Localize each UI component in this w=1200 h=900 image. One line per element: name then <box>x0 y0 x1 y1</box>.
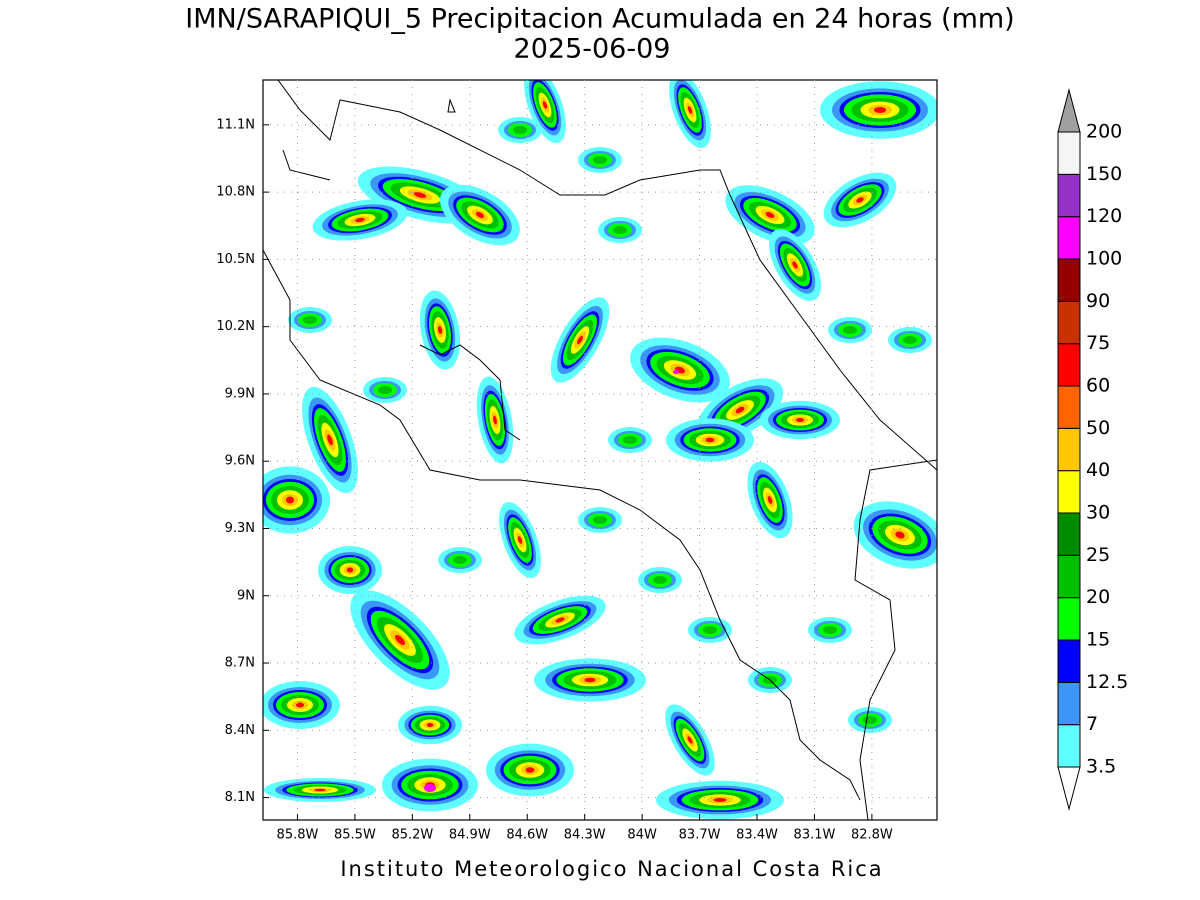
axes: 85.8W 85.5W 85.2W 84.9W 84.6W 84.3W 84W 83.7W 83… <box>216 80 937 843</box>
colorbar: 3.5 7 12.5 15 20 25 30 40 50 60 75 90 100 120 150 200 <box>1057 88 1128 811</box>
colorbar-label: 120 <box>1086 205 1122 227</box>
colorbar-box <box>1057 343 1081 387</box>
colorbar-label: 40 <box>1086 459 1110 481</box>
colorbar-label: 50 <box>1086 417 1110 439</box>
colorbar-label: 12.5 <box>1086 671 1128 693</box>
x-tick-label: 85.2W <box>391 828 433 843</box>
y-tick-label: 9.3N <box>225 521 255 536</box>
colorbar-label: 15 <box>1086 629 1110 651</box>
x-tick-label: 85.5W <box>334 828 376 843</box>
colorbar-under <box>1057 766 1081 811</box>
colorbar-box <box>1057 724 1081 768</box>
colorbar-box <box>1057 470 1081 514</box>
colorbar-box <box>1057 300 1081 345</box>
colorbar-box <box>1057 385 1081 429</box>
colorbar-box <box>1057 173 1081 218</box>
map-frame <box>262 79 938 821</box>
x-tick-label: 83.1W <box>794 828 836 843</box>
x-tick-label: 85.8W <box>277 828 319 843</box>
colorbar-box <box>1057 681 1081 726</box>
x-tick-label: 83.7W <box>679 828 721 843</box>
colorbar-label: 150 <box>1086 163 1122 185</box>
y-tick-label: 9N <box>237 588 255 603</box>
colorbar-box <box>1057 258 1081 302</box>
colorbar-label: 90 <box>1086 290 1110 312</box>
subtitle: 2025-06-09 <box>514 34 671 65</box>
y-tick-label: 8.7N <box>225 656 255 671</box>
x-tick-label: 84.6W <box>506 828 548 843</box>
colorbar-box <box>1057 216 1081 260</box>
y-tick-label: 11.1N <box>216 117 255 132</box>
x-tick-label: 84.3W <box>564 828 606 843</box>
colorbar-box <box>1057 597 1081 641</box>
colorbar-box <box>1057 512 1081 556</box>
x-tick-label: 84.9W <box>449 828 491 843</box>
colorbar-label: 30 <box>1086 502 1110 524</box>
footer: Instituto Meteorologico Nacional Costa R… <box>340 857 883 881</box>
colorbar-label: 60 <box>1086 375 1110 397</box>
colorbar-label: 25 <box>1086 544 1110 566</box>
colorbar-over <box>1057 88 1081 133</box>
x-tick-label: 84W <box>627 828 657 843</box>
y-tick-label: 10.8N <box>216 185 255 200</box>
precipitation-field <box>263 80 937 820</box>
y-tick-label: 9.6N <box>225 454 255 469</box>
colorbar-box <box>1057 131 1081 175</box>
y-tick-label: 10.5N <box>216 252 255 267</box>
colorbar-label: 100 <box>1086 248 1122 270</box>
colorbar-label: 7 <box>1086 713 1098 735</box>
colorbar-label: 20 <box>1086 586 1110 608</box>
colorbar-box <box>1057 554 1081 599</box>
title: IMN/SARAPIQUI_5 Precipitacion Acumulada … <box>185 4 1014 35</box>
y-tick-label: 8.1N <box>225 790 255 805</box>
colorbar-label: 75 <box>1086 332 1110 354</box>
colorbar-label: 3.5 <box>1086 756 1116 778</box>
y-tick-label: 8.4N <box>225 723 255 738</box>
colorbar-box <box>1057 427 1081 472</box>
x-tick-label: 82.8W <box>851 828 893 843</box>
x-tick-label: 83.4W <box>736 828 778 843</box>
colorbar-label: 200 <box>1086 121 1122 143</box>
colorbar-box <box>1057 639 1081 683</box>
y-tick-label: 9.9N <box>225 386 255 401</box>
y-tick-label: 10.2N <box>216 319 255 334</box>
